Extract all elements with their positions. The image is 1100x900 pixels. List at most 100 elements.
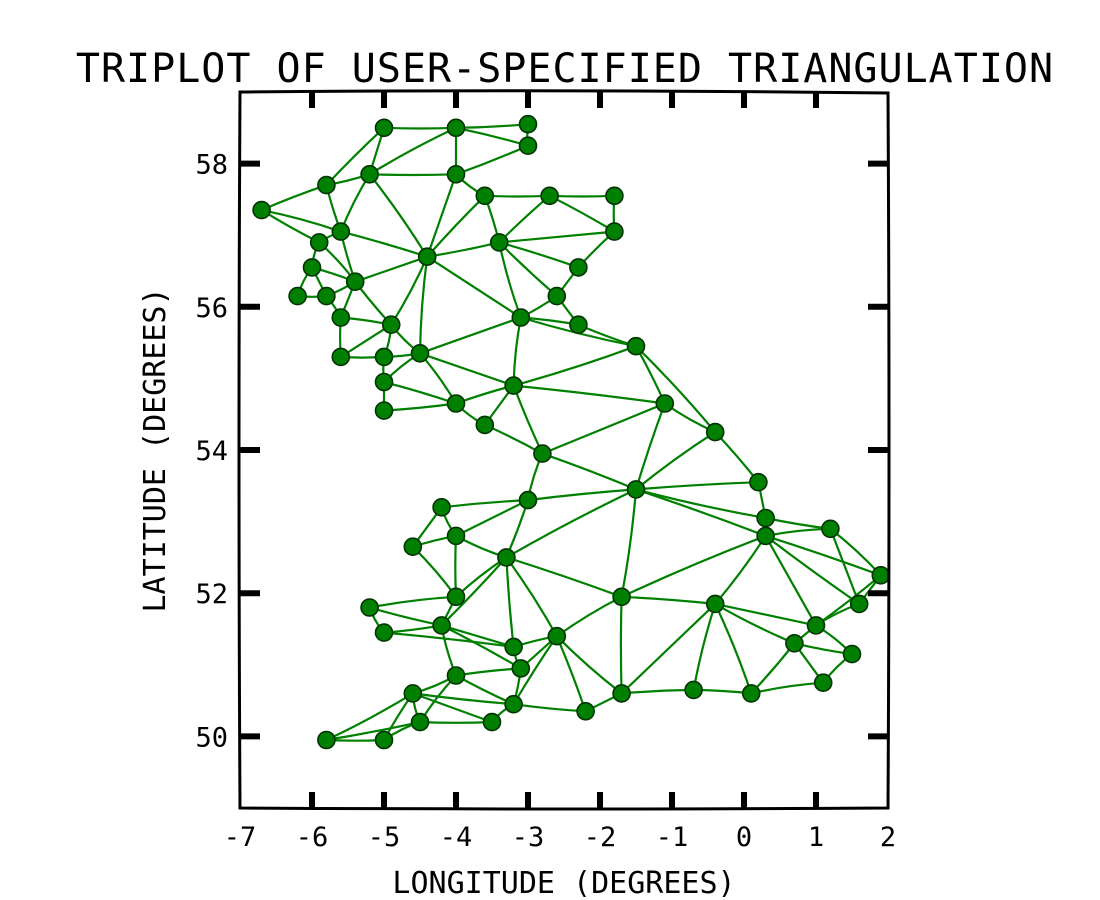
triangulation-edge — [814, 574, 882, 627]
data-point — [655, 394, 675, 413]
y-tick-label: 50 — [195, 722, 228, 753]
data-point — [446, 394, 466, 413]
data-point — [489, 233, 509, 252]
data-point — [331, 347, 351, 367]
triangulation-edge — [260, 209, 342, 233]
y-tick-label: 56 — [195, 293, 228, 324]
triangulation-edge — [512, 316, 522, 387]
triangulation-edge — [411, 692, 515, 706]
triangulation-edge — [382, 126, 458, 130]
triangulation-edge — [541, 452, 638, 491]
data-point — [374, 372, 394, 392]
data-point — [446, 118, 466, 138]
triangulation-edge — [512, 345, 638, 387]
data-point — [360, 598, 379, 617]
triangulation-edge — [505, 556, 623, 598]
triangulation-edge — [512, 703, 587, 713]
data-point — [576, 701, 595, 721]
data-point — [410, 712, 430, 732]
triangulation-edge — [634, 488, 767, 537]
x-tick-label: 2 — [880, 822, 896, 853]
data-point — [410, 343, 430, 363]
data-point — [403, 537, 423, 557]
data-point — [756, 526, 775, 546]
triangulation-edge — [454, 123, 530, 129]
data-point — [331, 308, 351, 327]
triangulation-edge — [541, 402, 666, 455]
data-point — [374, 730, 394, 750]
x-tick-label: -4 — [440, 822, 473, 853]
data-point — [504, 637, 523, 657]
triangulation-edge — [512, 384, 666, 405]
triangulation-edge — [764, 527, 832, 537]
triangulation-edge — [382, 402, 458, 412]
data-point — [475, 415, 495, 435]
triangulation-edge — [418, 255, 429, 355]
data-point — [482, 712, 502, 732]
triangulation-edge — [418, 352, 515, 387]
data-point — [569, 315, 588, 335]
x-tick-label: -3 — [512, 822, 545, 853]
triangulation-edge — [634, 431, 717, 491]
data-point — [785, 633, 804, 653]
triangulation-edge — [620, 595, 717, 605]
data-point — [705, 422, 725, 442]
triangulation-edge — [260, 184, 328, 212]
triangulation-edge — [764, 534, 882, 577]
data-point — [605, 222, 624, 241]
x-tick-label: -2 — [584, 822, 617, 853]
triangulation-edge — [368, 595, 458, 609]
triangulation-edge — [555, 635, 623, 695]
data-point — [302, 258, 322, 277]
triangulation-edge — [426, 255, 522, 319]
data-point — [626, 480, 646, 499]
triangulation-edge — [634, 488, 767, 520]
triangulation-edge — [368, 173, 429, 258]
data-point — [497, 548, 516, 567]
data-point — [684, 680, 703, 700]
triangulation-edge — [368, 126, 458, 176]
triangulation-edge — [411, 545, 458, 598]
triangulation-edge — [714, 431, 760, 484]
data-point — [547, 626, 567, 646]
triangulation-edge — [620, 602, 717, 695]
data-point — [475, 186, 495, 206]
triangulation-edge — [548, 194, 616, 198]
data-point — [446, 666, 466, 685]
triangulation-edge — [498, 230, 616, 244]
data-point — [252, 200, 271, 220]
data-point — [813, 673, 833, 693]
data-point — [374, 347, 394, 367]
x-tick-label: -7 — [224, 822, 257, 853]
triangulation-edge — [555, 595, 623, 638]
triangulation-edge — [483, 194, 551, 198]
x-axis-label: LONGITUDE (DEGREES) — [392, 866, 735, 900]
data-point — [605, 186, 624, 206]
x-tick-label: -5 — [368, 822, 401, 853]
data-point — [403, 684, 423, 703]
x-tick-label: -6 — [296, 822, 329, 853]
data-point — [626, 336, 646, 356]
triangulation-edge — [382, 631, 515, 648]
data-point — [317, 730, 336, 750]
triangulation-edge — [619, 595, 623, 695]
triangulation-edge — [505, 556, 515, 648]
data-point — [518, 490, 538, 510]
triangulation-edge — [526, 488, 638, 502]
plot-frame — [237, 89, 891, 811]
y-tick-label: 52 — [195, 579, 228, 610]
data-point — [749, 472, 768, 492]
data-point — [533, 444, 552, 463]
data-point — [518, 114, 538, 134]
data-point — [518, 136, 538, 155]
triangulation-edge — [418, 721, 494, 724]
triangulation-edge — [764, 534, 861, 605]
x-tick-label: 1 — [808, 822, 824, 853]
triangulation-edge — [548, 194, 616, 233]
triangulation-edge — [260, 209, 321, 244]
data-point — [432, 616, 451, 635]
triangulation-edge — [634, 345, 666, 405]
data-point — [705, 594, 725, 614]
triangulation-edge — [483, 423, 544, 455]
